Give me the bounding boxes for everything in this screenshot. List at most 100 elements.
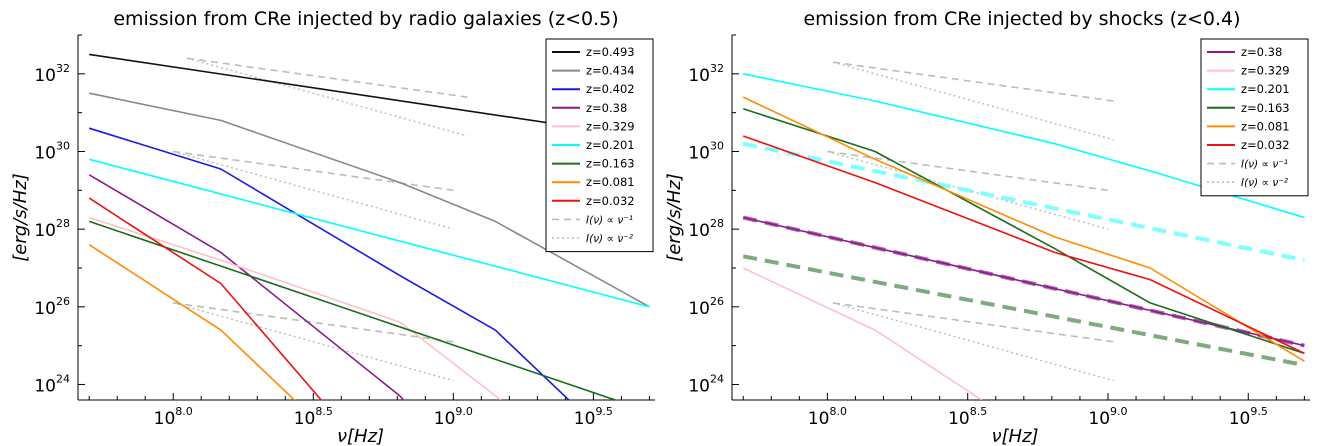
legend-label: z=0.201 [1241,82,1290,96]
x-tick-label: 108.5 [948,405,987,429]
y-tick-base: 10 [34,299,56,319]
reference-line [187,57,468,137]
x-tick-exponent: 9.0 [455,405,473,418]
x-tick-base: 10 [1088,409,1110,429]
y-tick-exponent: 28 [710,217,724,230]
legend-label: z=0.032 [586,194,635,208]
plot-area [742,61,1305,400]
x-tick-label: 109.5 [574,405,613,429]
series-line [742,267,983,400]
legend-label: z=0.329 [586,119,635,133]
y-tick-exponent: 24 [710,372,724,385]
y-tick-label: 1024 [34,372,70,396]
x-tick-base: 10 [574,409,596,429]
x-tick-label: 109.0 [434,405,473,429]
x-tick-exponent: 9.5 [1250,405,1268,418]
y-tick-label: 1028 [688,217,724,241]
y-tick-label: 1030 [688,139,724,163]
y-tick-exponent: 24 [56,372,70,385]
series-line [88,174,405,400]
y-tick-label: 1032 [688,62,724,86]
y-tick-exponent: 28 [56,217,70,230]
y-tick-label: 1028 [34,217,70,241]
chart-panel-radio-galaxies: emission from CRe injected by radio gala… [10,8,655,446]
reference-line [173,150,454,192]
series-fit-line [742,254,1305,368]
legend-label: z=0.493 [586,45,635,59]
y-tick-base: 10 [688,143,710,163]
legend-label: z=0.38 [1241,45,1282,59]
series-line [88,244,296,400]
x-tick-exponent: 8.5 [315,405,333,418]
legend-label: I(ν) ∝ ν⁻² [586,233,634,245]
x-axis-title: ν[Hz] [337,426,384,446]
legend-label: z=0.163 [586,157,635,171]
series-line [742,108,1305,355]
reference-line [173,302,454,382]
reference-line [832,61,1114,102]
x-axis-title: ν[Hz] [991,426,1038,446]
legend-label: z=0.38 [586,101,627,115]
x-tick-base: 10 [808,409,830,429]
legend-label: z=0.032 [1241,138,1290,152]
reference-line [173,302,454,343]
legend-label: I(ν) ∝ ν⁻¹ [586,214,633,226]
legend-box [1200,38,1309,197]
y-tick-base: 10 [34,66,56,86]
y-tick-base: 10 [34,221,56,241]
x-tick-label: 108.5 [294,405,333,429]
x-tick-label: 108.0 [154,405,193,429]
y-tick-label: 1032 [34,62,70,86]
y-tick-exponent: 26 [710,295,724,308]
legend: z=0.493 z=0.434 z=0.402 z=0.38 z=0.329 z=0.20… [545,38,654,253]
y-tick-base: 10 [688,299,710,319]
x-tick-base: 10 [948,409,970,429]
legend-label: I(ν) ∝ ν⁻¹ [1241,159,1288,171]
x-tick-exponent: 9.5 [595,405,613,418]
series-line [89,53,611,133]
y-tick-exponent: 32 [710,62,724,75]
y-axis-title: [erg/s/Hz] [664,173,685,261]
reference-line [832,302,1114,343]
reference-line [832,61,1114,141]
legend-label: z=0.434 [586,64,635,78]
x-tick-exponent: 8.5 [970,405,988,418]
y-tick-base: 10 [34,376,56,396]
chart-title: emission from CRe injected by shocks (z<… [803,8,1240,30]
series-line [742,135,1305,355]
series-line [88,216,502,400]
y-tick-base: 10 [688,221,710,241]
x-tick-exponent: 9.0 [1110,405,1128,418]
series-line [743,216,1305,347]
y-tick-base: 10 [34,143,56,163]
y-axis-title: [erg/s/Hz] [10,173,31,261]
y-tick-label: 1026 [688,295,724,319]
legend-label: I(ν) ∝ ν⁻² [1241,177,1289,189]
legend-label: z=0.081 [1241,119,1290,133]
reference-line [832,302,1114,382]
x-tick-base: 10 [434,409,456,429]
y-tick-label: 1026 [34,295,70,319]
reference-line [173,150,454,230]
y-tick-exponent: 30 [710,139,724,152]
y-tick-exponent: 32 [56,62,70,75]
x-tick-exponent: 8.0 [829,405,847,418]
series-line [88,220,618,400]
legend-label: z=0.201 [586,138,635,152]
legend-label: z=0.163 [1241,101,1290,115]
x-tick-label: 109.5 [1229,405,1268,429]
chart-title: emission from CRe injected by radio gala… [113,8,618,30]
x-tick-label: 108.0 [808,405,847,429]
legend-label: z=0.329 [1241,64,1290,78]
legend: z=0.38 z=0.329 z=0.201 z=0.163 z=0.081 z=0.03… [1200,38,1309,197]
series-line [742,96,1305,362]
series-line [88,197,323,400]
series-line [88,158,650,308]
x-tick-base: 10 [294,409,316,429]
legend-label: z=0.402 [586,82,635,96]
y-tick-exponent: 30 [56,139,70,152]
x-tick-label: 109.0 [1088,405,1127,429]
legend-label: z=0.081 [586,175,635,189]
plot-area [88,53,650,400]
